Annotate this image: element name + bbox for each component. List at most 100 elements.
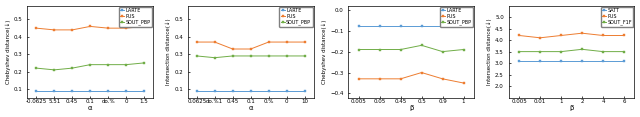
LARTE: [86, 90, 94, 91]
Legend: LARTE, PUS, SOUT_PBP: LARTE, PUS, SOUT_PBP: [119, 7, 152, 27]
SOUT_PBP: [265, 55, 273, 57]
LARTE: [265, 90, 273, 91]
LARTE: [68, 90, 76, 91]
Line: LARTE: LARTE: [195, 90, 306, 92]
SATT: [578, 60, 586, 62]
Line: SATT: SATT: [518, 60, 625, 62]
SOUT_PBP: [460, 49, 467, 50]
SOUT_PBP: [418, 45, 426, 46]
SOUT_PBP: [193, 55, 200, 57]
Line: SOUT_PBP: SOUT_PBP: [195, 55, 306, 59]
SOUT_PBP: [140, 62, 148, 64]
PUS: [247, 48, 255, 50]
SOUT_PBP: [122, 64, 130, 65]
LARTE: [283, 90, 291, 91]
PUS: [418, 72, 426, 73]
Legend: LARTE, PUS, SOUT_PBP: LARTE, PUS, SOUT_PBP: [279, 7, 312, 27]
SOUT_PBP: [104, 64, 112, 65]
LARTE: [460, 26, 467, 27]
LARTE: [140, 90, 148, 91]
PUS: [283, 41, 291, 43]
SOUT_PBP: [355, 49, 363, 50]
PUS: [68, 29, 76, 31]
PUS: [578, 33, 586, 34]
PUS: [229, 48, 237, 50]
SOUT_PBP: [33, 67, 40, 69]
SATT: [515, 60, 523, 62]
PUS: [620, 35, 628, 36]
PUS: [355, 78, 363, 80]
LARTE: [418, 26, 426, 27]
Line: SOUT_F1F: SOUT_F1F: [518, 48, 625, 53]
Line: LARTE: LARTE: [358, 25, 465, 28]
LARTE: [376, 26, 383, 27]
Line: SOUT_PBP: SOUT_PBP: [35, 62, 145, 71]
Line: PUS: PUS: [358, 71, 465, 84]
PUS: [33, 27, 40, 29]
SOUT_PBP: [247, 55, 255, 57]
Line: PUS: PUS: [35, 25, 145, 31]
SOUT_PBP: [438, 51, 446, 52]
LARTE: [122, 90, 130, 91]
PUS: [460, 82, 467, 84]
SOUT_PBP: [229, 55, 237, 57]
SOUT_PBP: [301, 55, 308, 57]
PUS: [536, 37, 544, 38]
LARTE: [211, 90, 219, 91]
LARTE: [229, 90, 237, 91]
SOUT_PBP: [51, 69, 58, 71]
SOUT_PBP: [376, 49, 383, 50]
SOUT_PBP: [68, 67, 76, 69]
Line: SOUT_PBP: SOUT_PBP: [358, 44, 465, 53]
PUS: [301, 41, 308, 43]
Legend: LARTE, PUS, SOUT_PBP: LARTE, PUS, SOUT_PBP: [440, 7, 473, 27]
Y-axis label: Intersection distance(↓): Intersection distance(↓): [166, 18, 172, 85]
X-axis label: α: α: [88, 105, 93, 112]
SOUT_PBP: [397, 49, 404, 50]
Line: PUS: PUS: [195, 41, 306, 50]
PUS: [557, 35, 565, 36]
LARTE: [104, 90, 112, 91]
SATT: [599, 60, 607, 62]
Line: PUS: PUS: [518, 32, 625, 39]
PUS: [438, 78, 446, 80]
PUS: [122, 27, 130, 29]
Legend: SATT, PUS, SOUT_F1F: SATT, PUS, SOUT_F1F: [601, 7, 634, 27]
Y-axis label: Chebyshev distance(↓): Chebyshev distance(↓): [322, 19, 327, 84]
SOUT_F1F: [536, 51, 544, 52]
X-axis label: β: β: [409, 105, 413, 112]
PUS: [86, 26, 94, 27]
PUS: [599, 35, 607, 36]
LARTE: [51, 90, 58, 91]
SOUT_PBP: [86, 64, 94, 65]
SOUT_PBP: [283, 55, 291, 57]
PUS: [51, 29, 58, 31]
SATT: [557, 60, 565, 62]
PUS: [397, 78, 404, 80]
SOUT_PBP: [211, 57, 219, 58]
X-axis label: α: α: [248, 105, 253, 112]
SOUT_F1F: [515, 51, 523, 52]
PUS: [211, 41, 219, 43]
SOUT_F1F: [599, 51, 607, 52]
Line: LARTE: LARTE: [35, 90, 145, 92]
X-axis label: β: β: [570, 105, 574, 112]
SATT: [620, 60, 628, 62]
LARTE: [397, 26, 404, 27]
PUS: [515, 35, 523, 36]
SATT: [536, 60, 544, 62]
PUS: [140, 26, 148, 27]
PUS: [265, 41, 273, 43]
Y-axis label: Chebyshev distance(↓): Chebyshev distance(↓): [6, 19, 11, 84]
SOUT_F1F: [578, 49, 586, 50]
LARTE: [33, 90, 40, 91]
LARTE: [301, 90, 308, 91]
PUS: [104, 27, 112, 29]
PUS: [376, 78, 383, 80]
PUS: [193, 41, 200, 43]
SOUT_F1F: [620, 51, 628, 52]
Y-axis label: Intersection distance(↓): Intersection distance(↓): [487, 18, 492, 85]
LARTE: [193, 90, 200, 91]
LARTE: [247, 90, 255, 91]
SOUT_F1F: [557, 51, 565, 52]
